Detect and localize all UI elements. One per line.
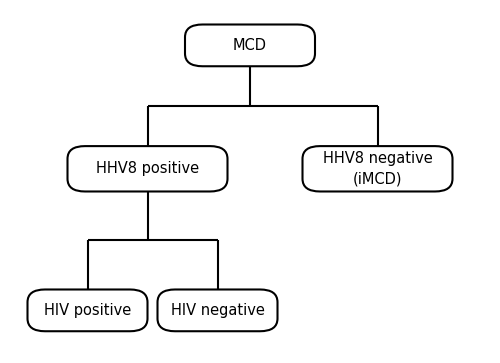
FancyBboxPatch shape <box>302 146 452 192</box>
FancyBboxPatch shape <box>68 146 228 192</box>
Text: MCD: MCD <box>233 38 267 53</box>
FancyBboxPatch shape <box>28 290 148 331</box>
FancyBboxPatch shape <box>185 25 315 66</box>
Text: HIV negative: HIV negative <box>170 303 264 318</box>
Text: HHV8 negative
(iMCD): HHV8 negative (iMCD) <box>322 151 432 186</box>
Text: HHV8 positive: HHV8 positive <box>96 161 199 176</box>
Text: HIV positive: HIV positive <box>44 303 131 318</box>
FancyBboxPatch shape <box>158 290 278 331</box>
